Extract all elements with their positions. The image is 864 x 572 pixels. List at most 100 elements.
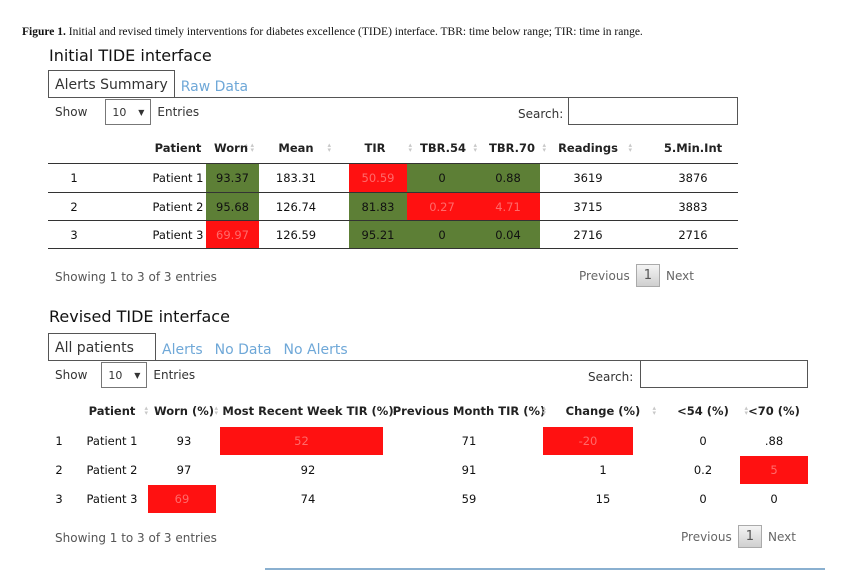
column-header[interactable]: Readings ▴ ▾: [542, 134, 634, 162]
column-header-label: Previous Month TIR (%): [392, 404, 546, 418]
tab-all-patients[interactable]: All patients: [48, 333, 156, 361]
column-header[interactable]: Previous Month TIR (%) ▴ ▾: [390, 397, 548, 425]
table-header-row: Patient ▴ ▾ Worn (%) ▴ ▾ Most Recent Week TIR …: [48, 397, 808, 425]
table-cell: 50.59: [361, 171, 395, 185]
sort-icon: ▴ ▾: [250, 141, 254, 154]
column-header-label: Worn: [213, 141, 249, 155]
table-cell: 5: [770, 463, 778, 477]
sort-icon: ▴ ▾: [327, 141, 331, 154]
table-cell: 0.88: [495, 171, 521, 185]
next-page-link[interactable]: Next: [768, 529, 796, 544]
tab-no-data[interactable]: No Data: [214, 342, 272, 358]
chevron-down-icon: ▼: [138, 107, 145, 117]
table-cell: 0.2: [693, 463, 713, 477]
initial-show-entries: Show 10 ▼ Entries: [55, 99, 199, 125]
table-cell: 69.97: [216, 227, 249, 242]
patient-name: Patient 1: [152, 171, 204, 185]
column-header[interactable]: Worn ▴ ▾: [206, 134, 256, 162]
table-row[interactable]: 2 Patient 2 95.68 126.74 81.83 0.27 4.71 3715 38…: [48, 192, 738, 220]
sort-icon: ▴ ▾: [408, 141, 412, 154]
table-cell: 91: [461, 463, 477, 477]
in-range-highlight: [206, 193, 259, 220]
row-index: 1: [70, 171, 78, 185]
entries-select-value: 10: [108, 368, 123, 382]
initial-section-title: Initial TIDE interface: [49, 46, 212, 65]
table-cell: 126.74: [275, 199, 317, 214]
entries-label: Entries: [157, 105, 200, 119]
column-header[interactable]: TBR.54 ▴ ▾: [407, 134, 479, 162]
figure-label: Figure 1.: [22, 26, 66, 38]
tab-alerts[interactable]: Alerts: [162, 342, 203, 358]
initial-entries-select[interactable]: 10 ▼: [105, 99, 152, 125]
column-header[interactable]: Most Recent Week TIR (%) ▴ ▾: [218, 397, 398, 425]
alert-highlight: [740, 456, 808, 484]
table-cell: 1: [599, 463, 607, 477]
column-header-label: Readings: [558, 141, 618, 155]
sort-icon: ▴ ▾: [628, 141, 632, 154]
initial-pagination: Previous 1 Next: [579, 264, 694, 287]
column-header[interactable]: Patient ▴ ▾: [106, 134, 250, 162]
column-header[interactable]: Patient ▴ ▾: [74, 397, 150, 425]
tab-alerts-summary[interactable]: Alerts Summary: [48, 70, 175, 98]
column-header: [48, 397, 70, 425]
in-range-highlight: [407, 164, 477, 192]
initial-search-input[interactable]: [568, 97, 738, 125]
table-cell: 15: [595, 492, 611, 506]
tab-no-alerts[interactable]: No Alerts: [283, 342, 348, 358]
revised-search-label: Search:: [588, 370, 634, 384]
column-header[interactable]: TBR.70 ▴ ▾: [476, 134, 548, 162]
alert-highlight: [349, 164, 407, 192]
column-header[interactable]: <54 (%) ▴ ▾: [656, 397, 750, 425]
in-range-highlight: [349, 193, 407, 220]
patient-name: Patient 2: [152, 199, 204, 214]
next-page-link[interactable]: Next: [666, 268, 694, 283]
patient-name: Patient 1: [86, 434, 138, 448]
initial-search-label: Search:: [518, 107, 564, 121]
revised-entries-select[interactable]: 10 ▼: [101, 362, 148, 388]
table-cell: 3715: [573, 199, 603, 214]
table-cell: 0: [699, 492, 707, 506]
column-header-label: TBR.54: [419, 141, 467, 155]
table-cell: 183.31: [275, 171, 317, 185]
patient-name: Patient 2: [86, 463, 138, 477]
column-header[interactable]: Mean ▴ ▾: [259, 134, 333, 162]
column-header[interactable]: TIR ▴ ▾: [336, 134, 414, 162]
tab-raw-data[interactable]: Raw Data: [180, 79, 249, 95]
table-cell: 0: [438, 171, 446, 185]
table-row[interactable]: 3 Patient 3 69.97 126.59 95.21 0 0.04 2716 2716: [48, 220, 738, 249]
table-cell: 71: [461, 434, 477, 448]
column-header[interactable]: <70 (%): [740, 397, 808, 425]
table-row[interactable]: 1 Patient 1 93.37 183.31 50.59 0 0.88 3619 3876: [48, 163, 738, 192]
table-cell: 95.21: [361, 227, 395, 242]
previous-page-link[interactable]: Previous: [579, 268, 630, 283]
table-cell: 97: [176, 463, 192, 477]
page-1-button[interactable]: 1: [635, 264, 660, 287]
column-header[interactable]: Change (%) ▴ ▾: [548, 397, 658, 425]
revised-search-input[interactable]: [640, 360, 808, 388]
initial-table-info: Showing 1 to 3 of 3 entries: [55, 270, 217, 284]
chevron-down-icon: ▼: [134, 370, 141, 380]
column-header-label: 5.Min.Int: [663, 141, 723, 155]
column-header[interactable]: 5.Min.Int: [638, 134, 748, 162]
column-header[interactable]: Worn (%) ▴ ▾: [148, 397, 220, 425]
revised-section-title: Revised TIDE interface: [49, 307, 230, 326]
in-range-highlight: [476, 221, 540, 248]
table-cell: 0.04: [495, 227, 521, 242]
table-cell: 69: [174, 492, 190, 506]
table-cell: 81.83: [361, 199, 395, 214]
alert-highlight: [220, 427, 383, 455]
column-header-label: TBR.70: [488, 141, 536, 155]
page-1-button[interactable]: 1: [737, 525, 762, 548]
initial-tab-bar: Alerts Summary Raw Data: [48, 70, 254, 98]
figure-caption: Figure 1. Initial and revised timely int…: [22, 26, 643, 38]
previous-page-link[interactable]: Previous: [681, 529, 732, 544]
table-cell: 3876: [678, 171, 708, 185]
table-row[interactable]: 2 Patient 2 97 92 91 1 0.2 5: [48, 456, 808, 484]
row-index: 1: [55, 434, 63, 448]
table-row[interactable]: 1 Patient 1 93 52 71 -20 0 .88: [48, 427, 808, 455]
column-header: [48, 134, 100, 162]
row-index: 3: [70, 227, 78, 242]
column-header-label: Patient: [154, 141, 202, 155]
table-row[interactable]: 3 Patient 3 69 74 59 15 0 0: [48, 485, 808, 513]
row-index: 2: [55, 463, 63, 477]
